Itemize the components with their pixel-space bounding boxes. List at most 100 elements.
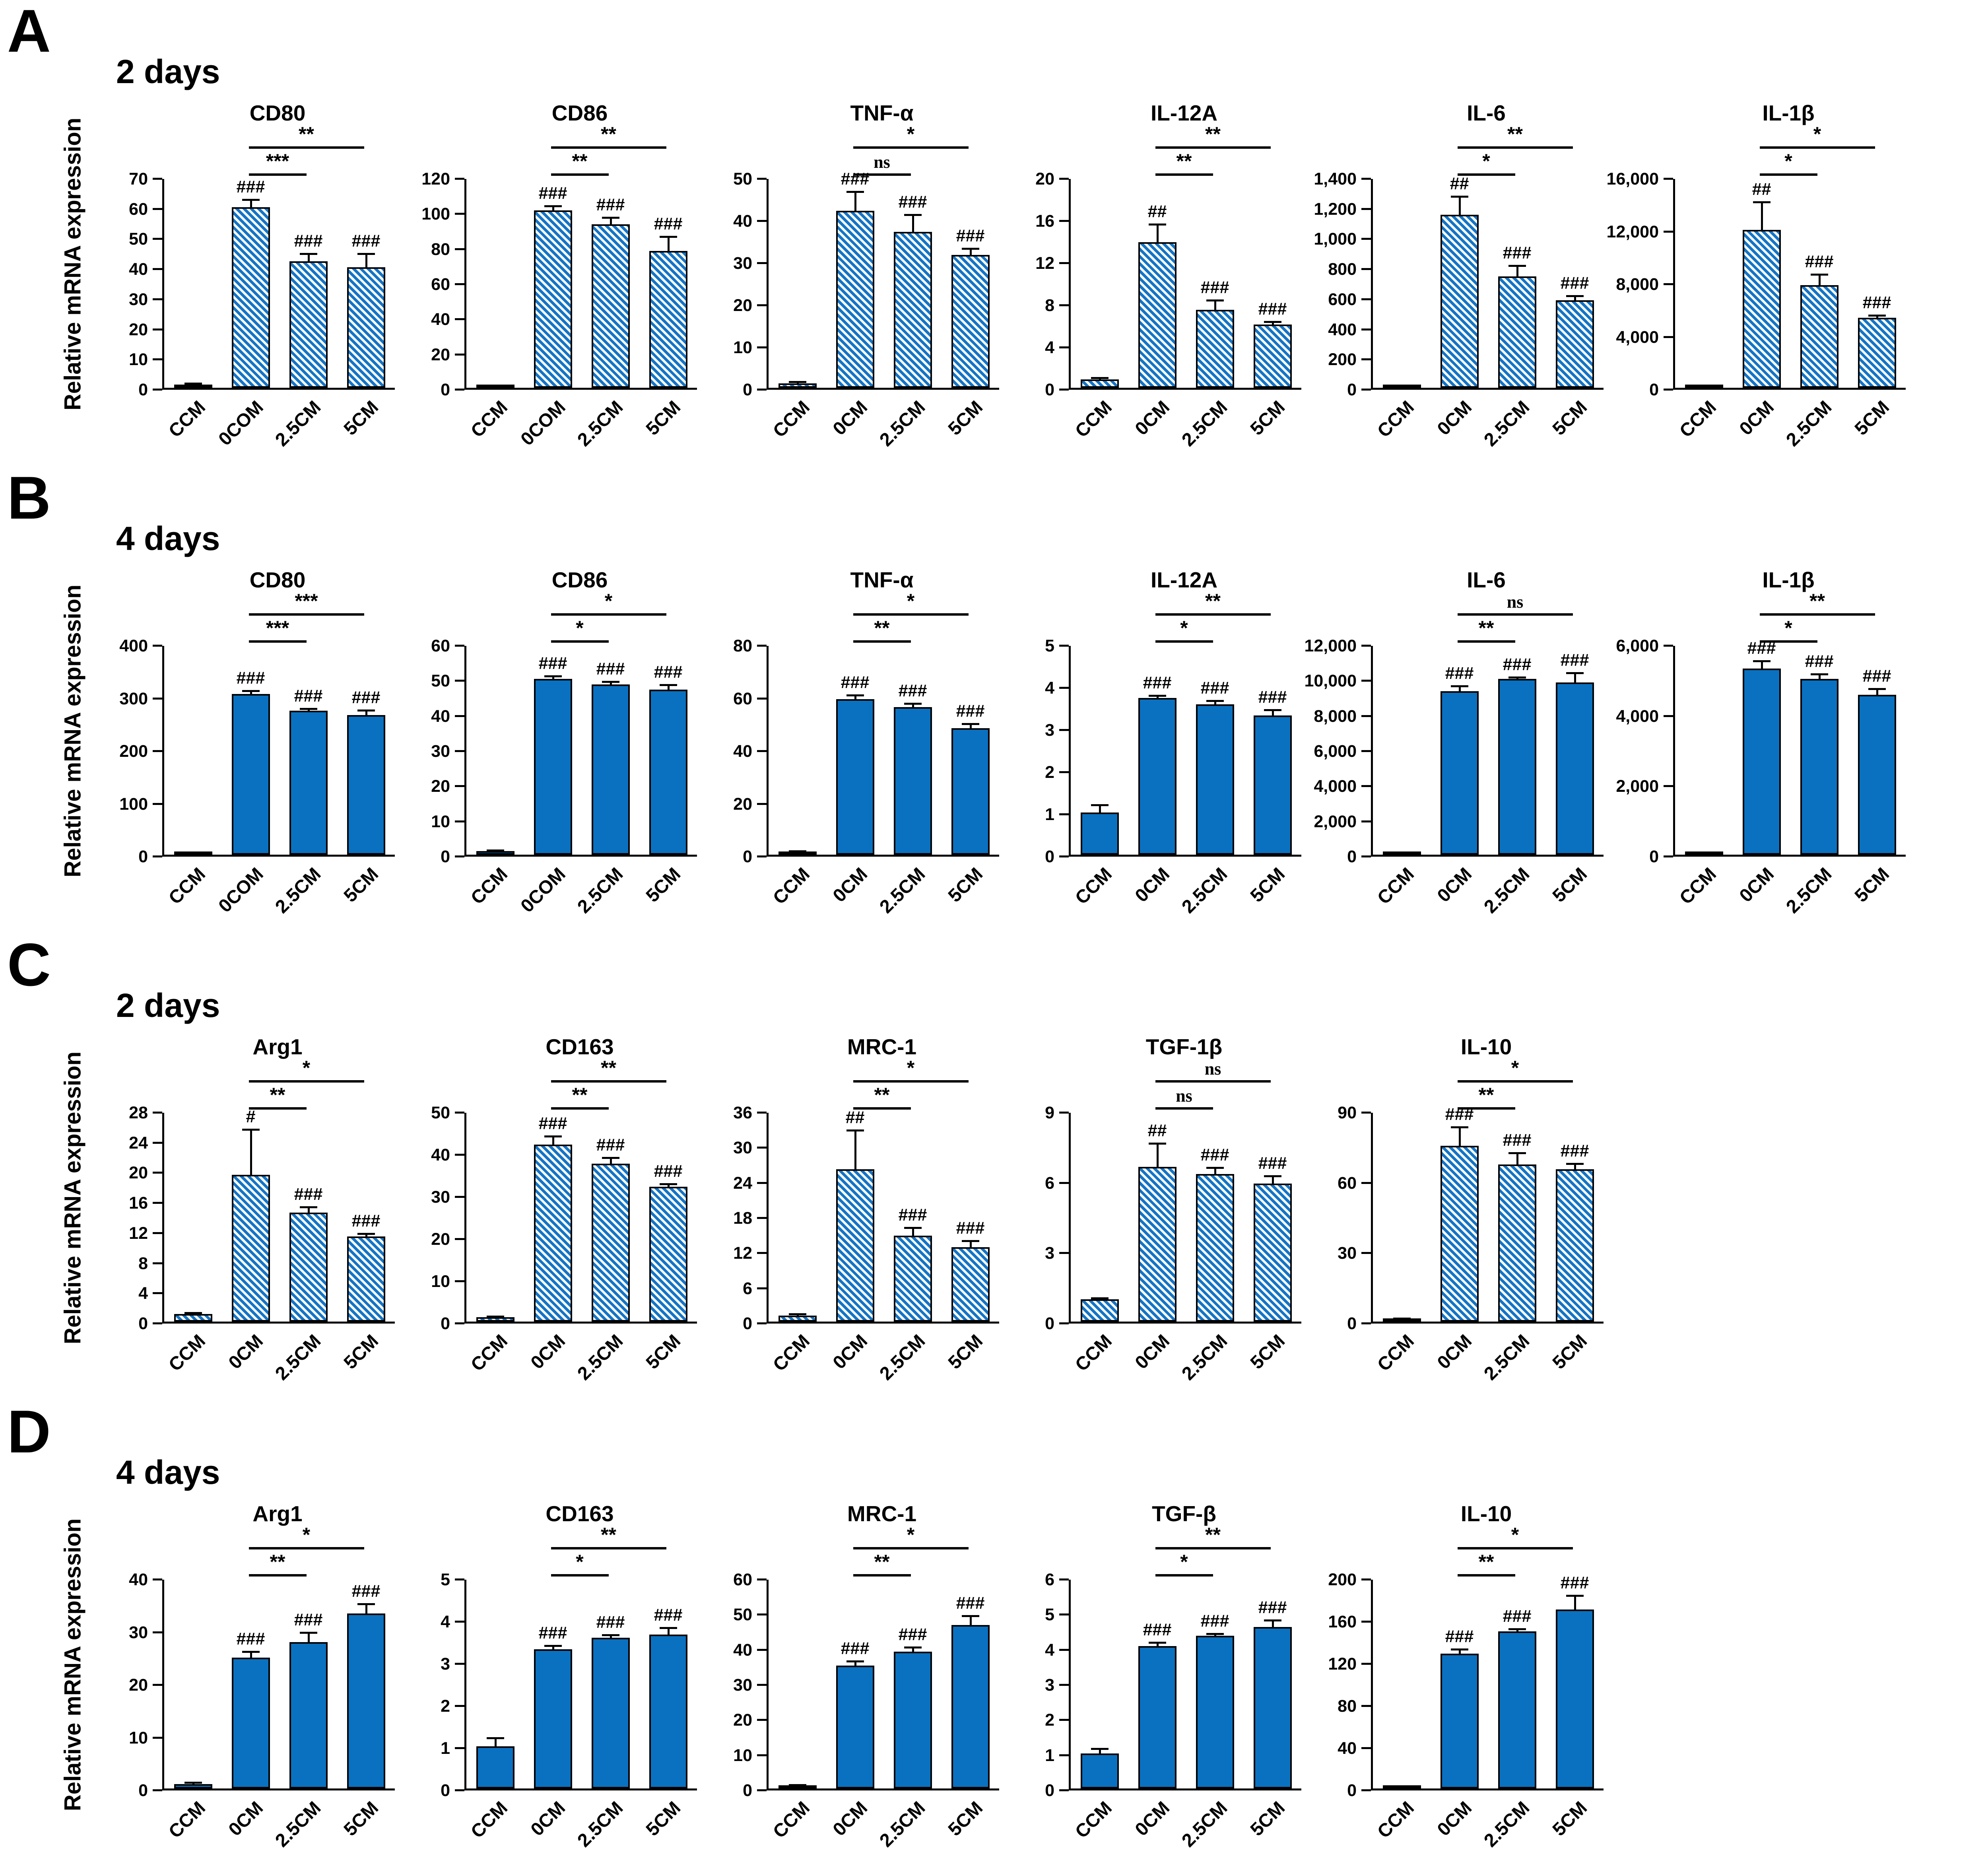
error-bar <box>796 382 799 385</box>
x-tick-label: 2.5CM <box>1479 396 1534 451</box>
error-bar-cap <box>961 248 979 250</box>
sig-label: ** <box>270 1084 285 1106</box>
hash-significance-label: ### <box>1560 274 1589 293</box>
chart-IL-10: IL-10 ** * 0 40 80 120 160 200 ### ### ### CCM 0CM 2.5… <box>1311 1499 1613 1870</box>
plot-outer: 0 1 2 3 4 5 ### ### ### <box>1009 638 1311 865</box>
x-tick-label: 2.5CM <box>271 863 325 918</box>
y-tick-label: 30 <box>431 1188 450 1207</box>
y-axis: 0 200 400 600 800 1,000 1,200 1,400 <box>1311 171 1371 398</box>
error-bar <box>1458 1127 1461 1147</box>
y-tick-label: 80 <box>1338 1697 1357 1716</box>
bar <box>1440 214 1479 388</box>
hash-significance-label: ### <box>898 192 927 212</box>
sig-label: ns <box>1204 1059 1221 1079</box>
y-tick-label: 160 <box>1328 1612 1357 1631</box>
plot-area: ### ### ### <box>1371 1106 1604 1324</box>
y-tick-label: 90 <box>1338 1103 1357 1122</box>
error-bar <box>912 704 914 708</box>
significance-zone: *** <box>405 1525 707 1580</box>
x-tick-label: 5CM <box>944 396 987 439</box>
y-tick-mark <box>153 1262 162 1264</box>
bar <box>1800 679 1839 855</box>
error-bar-cap <box>1206 1166 1224 1169</box>
plot-outer: 0 20 40 60 80 ### ### ### <box>707 638 1009 865</box>
hash-significance-label: ### <box>956 702 985 721</box>
x-tick-label: 2.5CM <box>573 1330 627 1384</box>
sig-bracket <box>551 1080 666 1083</box>
sig-bracket <box>1155 640 1213 643</box>
bar <box>893 1651 932 1788</box>
bar <box>231 207 270 388</box>
y-tick-mark <box>455 213 464 215</box>
panel-label: C <box>7 931 51 999</box>
y-tick-label: 120 <box>1328 1654 1357 1674</box>
x-tick-label: CCM <box>1675 863 1720 908</box>
x-tick-label: 5CM <box>1246 863 1289 906</box>
y-tick-mark <box>1361 1663 1371 1665</box>
x-tick-label: 2.5CM <box>1177 863 1231 918</box>
y-tick-label: 20 <box>431 777 450 796</box>
error-bar-cap <box>788 381 806 383</box>
y-tick-label: 0 <box>743 380 752 399</box>
y-tick-mark <box>757 855 767 857</box>
sig-bracket <box>551 613 666 616</box>
y-tick-mark <box>455 1238 464 1240</box>
significance-zone: ** ** <box>405 123 707 179</box>
x-tick-label: 0CM <box>224 1797 267 1840</box>
x-tick-label: 0COM <box>214 396 267 450</box>
y-tick-mark <box>455 1789 464 1791</box>
x-tick-label: CCM <box>164 863 210 908</box>
y-tick-label: 4 <box>441 1612 450 1631</box>
hash-significance-label: ### <box>1200 1145 1229 1164</box>
bar <box>231 694 270 855</box>
chart-title: IL-10 <box>1460 1501 1512 1526</box>
y-tick-label: 0 <box>138 847 148 866</box>
hash-significance-label: ### <box>654 663 683 682</box>
sig-label: *** <box>266 617 289 639</box>
x-tick-label: 0COM <box>516 863 569 917</box>
hash-significance-label: ### <box>351 1582 381 1601</box>
y-axis: 0 10 20 30 40 <box>103 1571 162 1799</box>
error-bar-cap <box>486 849 504 851</box>
sig-label: ** <box>601 123 616 145</box>
x-tick-label: 5CM <box>642 396 685 439</box>
sig-label: * <box>1180 1551 1188 1573</box>
x-axis-labels: CCM 0CM 2.5CM 5CM <box>1613 390 1916 469</box>
y-tick-label: 6 <box>1045 1173 1054 1193</box>
error-bar-cap <box>1508 1152 1526 1154</box>
plot-outer: 0 20 40 60 80 100 120 ### ### ### <box>405 171 707 398</box>
y-tick-mark <box>1361 389 1371 391</box>
bar <box>1138 1167 1176 1322</box>
x-axis-labels: CCM 0CM 2.5CM 5CM <box>405 1790 707 1870</box>
error-bar <box>667 237 670 252</box>
sig-label: * <box>1180 617 1188 639</box>
x-tick-label: CCM <box>1071 1797 1116 1842</box>
chart-title: IL-6 <box>1467 101 1506 125</box>
x-tick-label: 2.5CM <box>573 396 627 451</box>
sig-bracket <box>1457 640 1515 643</box>
y-tick-mark <box>153 1141 162 1144</box>
error-bar-cap <box>602 680 619 683</box>
plot-outer: 0 10 20 30 40 50 ### ### ### <box>405 1104 707 1332</box>
error-bar-cap <box>1450 1126 1468 1129</box>
sig-bracket <box>1759 613 1875 616</box>
plot-area: # ### ### <box>162 1108 395 1324</box>
error-bar-cap <box>1450 685 1468 687</box>
hash-significance-label: ### <box>898 1625 927 1644</box>
y-tick-mark <box>757 220 767 222</box>
sig-label: ** <box>1176 150 1192 172</box>
y-tick-mark <box>1664 855 1673 857</box>
y-tick-label: 100 <box>119 794 148 814</box>
y-tick-label: 20 <box>1035 169 1054 189</box>
y-axis: 0 40 80 120 160 200 <box>1311 1571 1371 1799</box>
y-tick-mark <box>1664 178 1673 180</box>
charts-row: CD80 *** *** 0 100 200 300 400 ### ### ### CCM 0COM 2… <box>103 566 1916 936</box>
error-bar-cap <box>659 1183 677 1186</box>
y-tick-mark <box>455 1154 464 1156</box>
sig-label: * <box>576 1551 584 1573</box>
y-tick-label: 70 <box>129 169 148 189</box>
y-tick-mark <box>1361 1705 1371 1707</box>
y-tick-label: 24 <box>129 1133 148 1153</box>
x-axis-labels: CCM 0CM 2.5CM 5CM <box>1311 390 1613 469</box>
